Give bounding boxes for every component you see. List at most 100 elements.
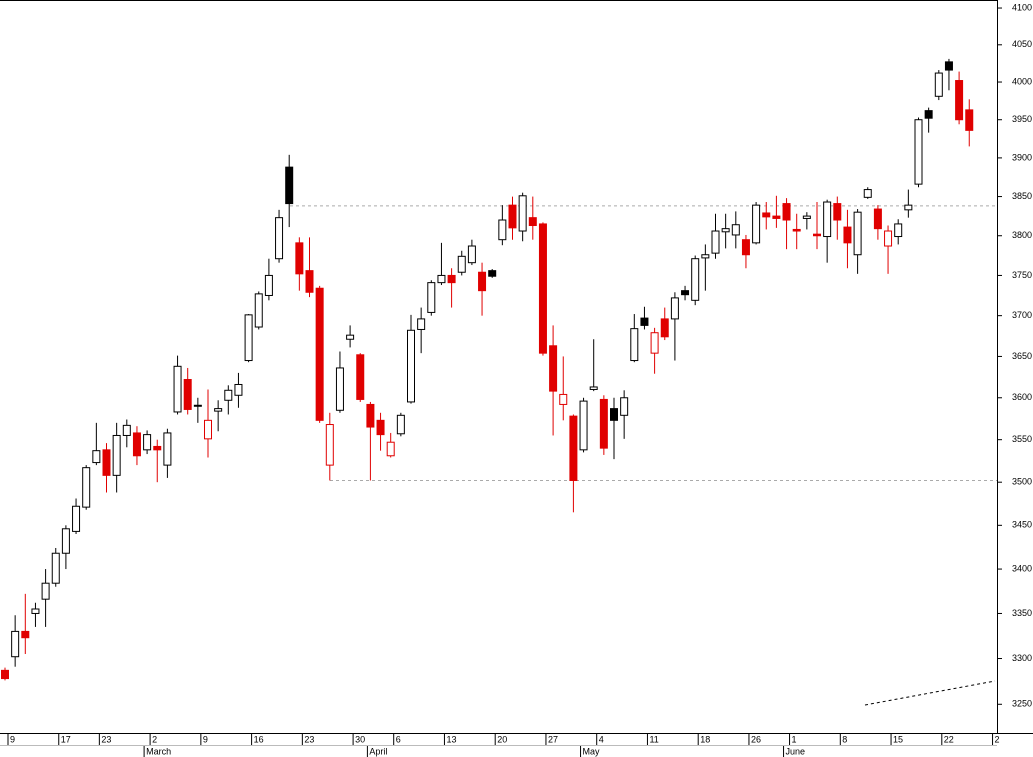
candle-body xyxy=(843,226,852,244)
candle-body xyxy=(244,314,253,362)
candle-body xyxy=(731,224,740,236)
x-tick-label: 11 xyxy=(649,734,658,744)
candle-body xyxy=(741,239,750,256)
candle-body xyxy=(904,204,913,211)
y-tick-label: 3900 xyxy=(1012,152,1032,162)
candle-body xyxy=(102,449,111,476)
candle-body xyxy=(691,258,700,301)
candle-body xyxy=(72,505,81,532)
candle-body xyxy=(670,297,679,320)
candle-body xyxy=(417,318,426,330)
x-tick-label: 8 xyxy=(842,734,847,744)
candle-body xyxy=(894,223,903,238)
candle-body xyxy=(508,204,517,229)
x-tick-label: 13 xyxy=(446,734,456,744)
candle-body xyxy=(538,223,547,354)
candle-body xyxy=(802,215,811,219)
x-tick-label: 2 xyxy=(995,734,1000,744)
candle-body xyxy=(295,242,304,275)
candle-body xyxy=(41,582,50,600)
y-tick-label: 3850 xyxy=(1012,191,1032,201)
candle-body xyxy=(386,441,395,457)
x-tick-label: 1 xyxy=(792,734,797,744)
candle-body xyxy=(437,274,446,284)
candle-body xyxy=(224,389,233,401)
trend-line xyxy=(864,680,996,706)
candle-body xyxy=(254,293,263,328)
candle-body xyxy=(92,450,101,464)
candle-body xyxy=(447,274,456,284)
x-tick-label: 9 xyxy=(203,734,208,744)
candle-body xyxy=(701,254,710,259)
candle-body xyxy=(914,119,923,185)
candle-body xyxy=(518,195,527,232)
x-tick-label: 22 xyxy=(944,734,954,744)
candle-body xyxy=(204,419,212,440)
candle-body xyxy=(315,287,324,421)
candle-body xyxy=(873,208,882,230)
candle-body xyxy=(427,282,436,313)
candle-body xyxy=(61,528,70,554)
candle-body xyxy=(51,552,60,584)
month-label: April xyxy=(369,746,387,756)
candle-body xyxy=(924,110,933,119)
y-tick-label: 3950 xyxy=(1012,114,1032,124)
candle-body xyxy=(650,332,659,354)
candle-body xyxy=(559,393,568,405)
y-tick-label: 3650 xyxy=(1012,351,1032,361)
candle-body xyxy=(944,61,953,71)
candle-body xyxy=(132,432,141,457)
candle-body xyxy=(396,414,405,435)
x-tick-label: 15 xyxy=(893,734,903,744)
x-tick-label: 23 xyxy=(101,734,111,744)
candle-body xyxy=(407,329,415,403)
candle-body xyxy=(884,230,893,247)
candle-body xyxy=(153,445,162,451)
candle-body xyxy=(620,397,629,416)
candle-body xyxy=(234,383,243,396)
candle-body xyxy=(599,398,608,449)
candle-body xyxy=(488,270,497,277)
candle-body xyxy=(346,334,355,340)
month-label: June xyxy=(786,746,806,756)
candle-body xyxy=(275,217,284,260)
y-tick-label: 3300 xyxy=(1012,653,1032,663)
y-tick-label: 4100 xyxy=(1012,2,1032,12)
candle-body xyxy=(366,403,375,428)
candle-body xyxy=(549,345,558,392)
candle-body xyxy=(143,434,152,451)
y-tick-label: 3400 xyxy=(1012,563,1032,573)
candle-body xyxy=(11,630,20,658)
candle-body xyxy=(1,669,9,680)
candle-body xyxy=(772,215,781,219)
candle-body xyxy=(863,189,872,198)
x-tick-label: 2 xyxy=(152,734,157,744)
candle-body xyxy=(478,271,487,292)
y-tick-label: 3500 xyxy=(1012,477,1032,487)
candle-body xyxy=(325,424,334,466)
x-tick-label: 30 xyxy=(355,734,365,744)
y-tick-label: 3700 xyxy=(1012,310,1032,320)
candle-body xyxy=(782,203,791,221)
candle-body xyxy=(183,379,192,410)
candle-body xyxy=(955,80,964,121)
candle-body xyxy=(305,270,314,293)
month-label: May xyxy=(583,746,601,756)
y-tick-label: 3250 xyxy=(1012,699,1032,709)
candle-body xyxy=(589,386,598,390)
candle-body xyxy=(82,467,91,508)
candle-body xyxy=(823,201,832,238)
candle-body xyxy=(579,400,588,451)
candle-body xyxy=(711,230,720,254)
x-tick-label: 16 xyxy=(254,734,264,744)
candle-body xyxy=(792,228,801,232)
candle-body xyxy=(681,290,690,296)
y-tick-label: 4000 xyxy=(1012,76,1032,86)
candle-body xyxy=(264,274,273,296)
x-tick-label: 20 xyxy=(497,734,507,744)
candle-body xyxy=(640,317,649,326)
candle-body xyxy=(630,328,639,362)
candle-body xyxy=(457,255,466,273)
x-tick-label: 18 xyxy=(700,734,710,744)
month-label: March xyxy=(146,746,171,756)
